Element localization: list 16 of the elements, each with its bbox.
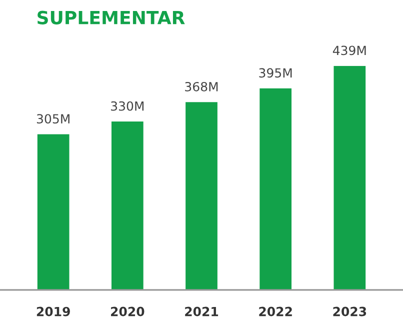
bar <box>260 88 292 290</box>
bar <box>186 102 218 290</box>
data-label: 439M <box>332 46 366 56</box>
x-tick-label: 2021 <box>185 306 218 316</box>
x-tick-label: 2020 <box>111 306 144 316</box>
x-tick-label: 2022 <box>259 306 292 316</box>
data-label: 368M <box>185 82 218 92</box>
chart-title: SUPLEMENTAR <box>38 10 185 24</box>
data-label: 330M <box>111 101 144 111</box>
bar <box>111 122 144 290</box>
x-tick-label: 2023 <box>333 306 366 316</box>
data-label: 305M <box>36 114 70 124</box>
data-label: 395M <box>259 68 292 78</box>
bar <box>334 66 366 290</box>
bar <box>37 134 70 290</box>
x-tick-label: 2019 <box>36 306 70 316</box>
